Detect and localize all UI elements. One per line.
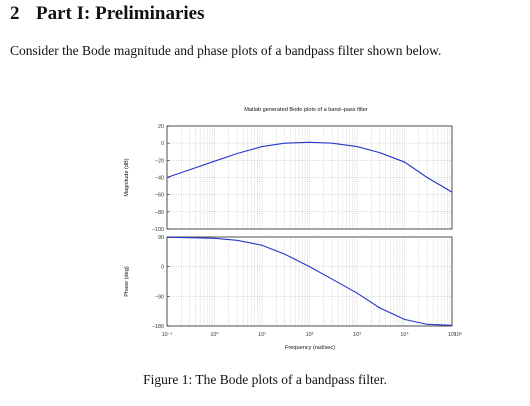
phase-grid: [167, 237, 452, 326]
y-tick-label: −90: [155, 294, 164, 300]
x-tick-label: 10⁵: [448, 332, 456, 338]
y-tick-label: −60: [155, 193, 164, 199]
figure-caption: Figure 1: The Bode plots of a bandpass f…: [143, 372, 387, 387]
magnitude-grid: [167, 126, 452, 229]
x-tick-label: 10¹: [258, 332, 266, 338]
frequency-x-label: Frequency (rad/sec): [285, 345, 335, 351]
section-number: 2: [10, 3, 20, 24]
y-tick-label: −100: [152, 227, 164, 233]
section-title: Part I: Preliminaries: [36, 3, 205, 24]
y-tick-label: 90: [158, 235, 164, 241]
x-tick-label: 10⁻¹: [162, 332, 173, 338]
phase-y-label: Phase (deg): [124, 266, 130, 297]
y-tick-label: −20: [155, 158, 164, 164]
x-tick-label: 10³: [353, 332, 361, 338]
magnitude-plot: 20 0 −20 −40 −60 −80 −100 Magnitude (dB): [124, 124, 453, 233]
x-tick-label: 10⁶: [454, 332, 462, 338]
x-tick-label: 10²: [306, 332, 314, 338]
y-tick-label: 0: [161, 141, 164, 147]
intro-paragraph: Consider the Bode magnitude and phase pl…: [10, 43, 442, 58]
magnitude-curve: [166, 141, 453, 193]
magnitude-y-ticks: 20 0 −20 −40 −60 −80 −100: [152, 124, 170, 233]
y-tick-label: −80: [155, 210, 164, 216]
phase-curve: [166, 236, 453, 326]
y-tick-label: 20: [158, 124, 164, 130]
y-tick-label: −180: [152, 324, 164, 330]
magnitude-y-label: Magnitude (dB): [124, 158, 130, 196]
x-tick-label: 10⁰: [210, 331, 218, 338]
section-heading: 2 Part I: Preliminaries: [10, 3, 205, 25]
y-tick-label: −40: [155, 176, 164, 182]
x-tick-label: 10⁴: [400, 332, 409, 338]
chart-title: Matlab generated Bode plots of a band–pa…: [244, 107, 368, 113]
y-tick-label: 0: [161, 265, 164, 271]
